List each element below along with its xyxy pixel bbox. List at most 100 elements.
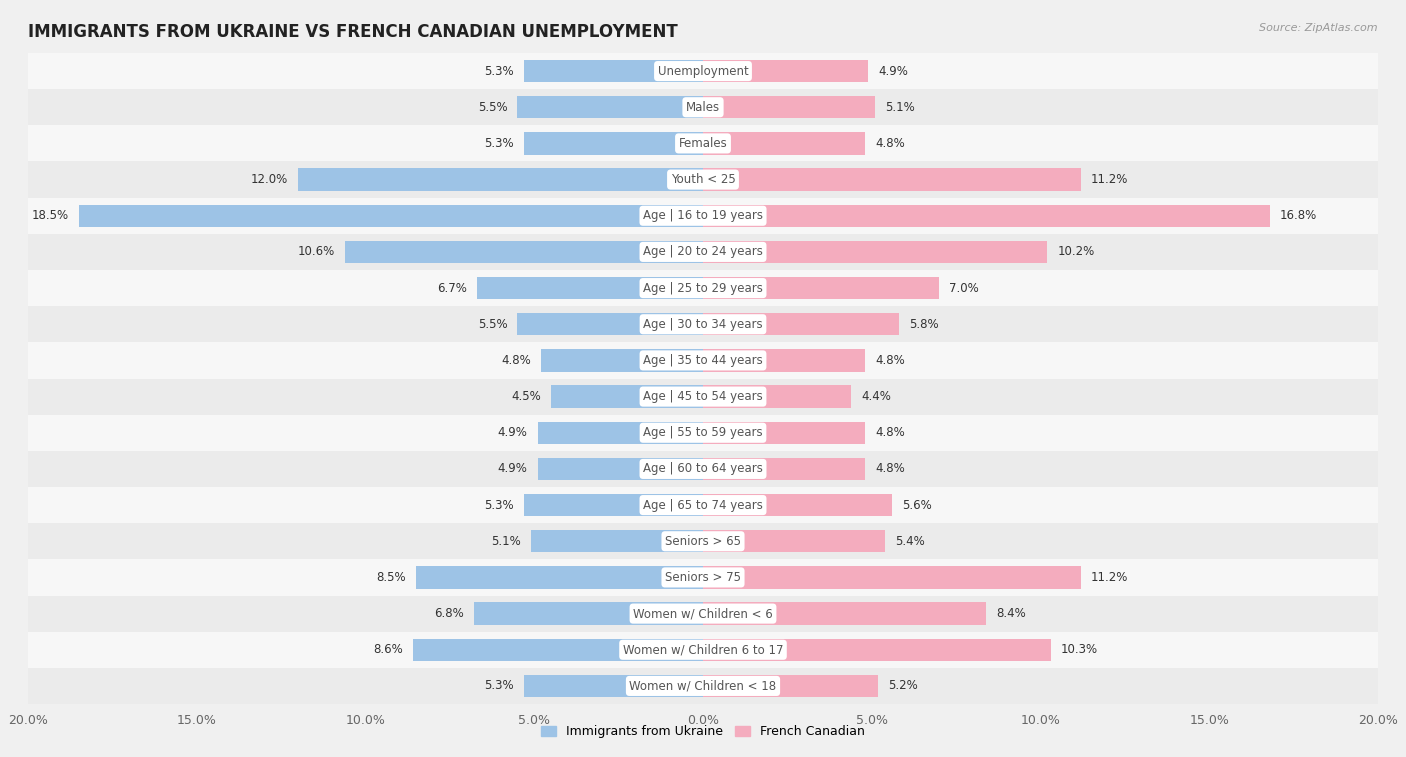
Text: Age | 25 to 29 years: Age | 25 to 29 years — [643, 282, 763, 294]
Bar — [28, 415, 1378, 451]
Text: Age | 45 to 54 years: Age | 45 to 54 years — [643, 390, 763, 403]
Bar — [551, 385, 703, 408]
Text: 5.5%: 5.5% — [478, 318, 508, 331]
Text: 10.3%: 10.3% — [1060, 643, 1098, 656]
Text: IMMIGRANTS FROM UKRAINE VS FRENCH CANADIAN UNEMPLOYMENT: IMMIGRANTS FROM UKRAINE VS FRENCH CANADI… — [28, 23, 678, 41]
Text: 5.5%: 5.5% — [478, 101, 508, 114]
Text: Age | 20 to 24 years: Age | 20 to 24 years — [643, 245, 763, 258]
Text: Age | 55 to 59 years: Age | 55 to 59 years — [643, 426, 763, 439]
Bar — [703, 494, 891, 516]
Bar — [703, 241, 1047, 263]
Text: 6.8%: 6.8% — [433, 607, 464, 620]
Bar — [537, 422, 703, 444]
Bar — [703, 204, 1270, 227]
Text: Women w/ Children < 18: Women w/ Children < 18 — [630, 680, 776, 693]
Bar — [28, 378, 1378, 415]
Bar — [703, 349, 865, 372]
Text: Age | 65 to 74 years: Age | 65 to 74 years — [643, 499, 763, 512]
Text: 10.2%: 10.2% — [1057, 245, 1094, 258]
Bar — [28, 53, 1378, 89]
Bar — [28, 161, 1378, 198]
Text: 4.4%: 4.4% — [862, 390, 891, 403]
Text: 5.3%: 5.3% — [485, 680, 515, 693]
Text: 5.4%: 5.4% — [896, 534, 925, 548]
Bar — [28, 306, 1378, 342]
Bar — [531, 530, 703, 553]
Text: 8.6%: 8.6% — [373, 643, 402, 656]
Bar — [703, 385, 852, 408]
Text: Unemployment: Unemployment — [658, 64, 748, 77]
Text: 4.8%: 4.8% — [875, 463, 905, 475]
Bar — [28, 126, 1378, 161]
Bar — [537, 458, 703, 480]
Bar — [28, 523, 1378, 559]
Bar — [517, 313, 703, 335]
Bar — [474, 603, 703, 625]
Bar — [28, 487, 1378, 523]
Bar — [703, 530, 886, 553]
Text: 5.3%: 5.3% — [485, 137, 515, 150]
Text: 5.2%: 5.2% — [889, 680, 918, 693]
Bar — [703, 168, 1081, 191]
Bar — [524, 494, 703, 516]
Bar — [28, 342, 1378, 378]
Text: 16.8%: 16.8% — [1279, 209, 1317, 223]
Text: Source: ZipAtlas.com: Source: ZipAtlas.com — [1260, 23, 1378, 33]
Bar — [28, 668, 1378, 704]
Bar — [346, 241, 703, 263]
Bar — [703, 277, 939, 299]
Text: 4.9%: 4.9% — [879, 64, 908, 77]
Text: Age | 30 to 34 years: Age | 30 to 34 years — [643, 318, 763, 331]
Text: 8.4%: 8.4% — [997, 607, 1026, 620]
Bar — [703, 674, 879, 697]
Bar — [28, 596, 1378, 631]
Text: 5.3%: 5.3% — [485, 64, 515, 77]
Text: 5.8%: 5.8% — [908, 318, 938, 331]
Bar — [28, 89, 1378, 126]
Bar — [28, 631, 1378, 668]
Text: 4.8%: 4.8% — [875, 426, 905, 439]
Text: 8.5%: 8.5% — [377, 571, 406, 584]
Text: 11.2%: 11.2% — [1091, 571, 1129, 584]
Text: Women w/ Children 6 to 17: Women w/ Children 6 to 17 — [623, 643, 783, 656]
Text: 4.9%: 4.9% — [498, 426, 527, 439]
Text: 18.5%: 18.5% — [31, 209, 69, 223]
Text: 7.0%: 7.0% — [949, 282, 979, 294]
Text: 4.8%: 4.8% — [875, 137, 905, 150]
Text: 5.6%: 5.6% — [903, 499, 932, 512]
Bar — [703, 313, 898, 335]
Text: 5.3%: 5.3% — [485, 499, 515, 512]
Bar — [524, 132, 703, 154]
Text: Females: Females — [679, 137, 727, 150]
Bar — [703, 566, 1081, 589]
Bar — [298, 168, 703, 191]
Text: Age | 60 to 64 years: Age | 60 to 64 years — [643, 463, 763, 475]
Text: 10.6%: 10.6% — [298, 245, 335, 258]
Text: Women w/ Children < 6: Women w/ Children < 6 — [633, 607, 773, 620]
Text: Males: Males — [686, 101, 720, 114]
Text: 6.7%: 6.7% — [437, 282, 467, 294]
Bar — [28, 270, 1378, 306]
Bar — [703, 60, 869, 83]
Bar — [28, 451, 1378, 487]
Bar — [703, 422, 865, 444]
Text: Age | 35 to 44 years: Age | 35 to 44 years — [643, 354, 763, 367]
Text: 4.5%: 4.5% — [512, 390, 541, 403]
Bar — [703, 603, 987, 625]
Text: 5.1%: 5.1% — [491, 534, 520, 548]
Text: 5.1%: 5.1% — [886, 101, 915, 114]
Bar — [703, 639, 1050, 661]
Text: Seniors > 75: Seniors > 75 — [665, 571, 741, 584]
Bar — [703, 132, 865, 154]
Text: Youth < 25: Youth < 25 — [671, 173, 735, 186]
Bar — [524, 674, 703, 697]
Bar — [28, 559, 1378, 596]
Bar — [28, 198, 1378, 234]
Text: Age | 16 to 19 years: Age | 16 to 19 years — [643, 209, 763, 223]
Legend: Immigrants from Ukraine, French Canadian: Immigrants from Ukraine, French Canadian — [536, 721, 870, 743]
Text: 4.8%: 4.8% — [501, 354, 531, 367]
Bar — [413, 639, 703, 661]
Bar — [524, 60, 703, 83]
Bar — [541, 349, 703, 372]
Bar — [28, 234, 1378, 270]
